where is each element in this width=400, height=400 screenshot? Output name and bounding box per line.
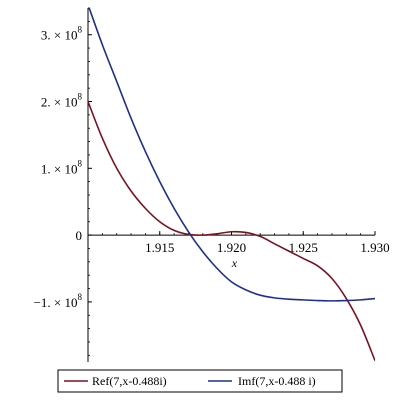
series-line-0: [88, 101, 375, 361]
y-tick-label: −1. × 108: [34, 292, 83, 310]
series-group: [88, 8, 375, 361]
y-tick-label: 3. × 108: [41, 25, 83, 43]
y-tick-exponent: 8: [78, 25, 83, 35]
y-tick-mantissa: 2. × 10: [41, 95, 78, 110]
x-ticks: 1.915 1.920 1.925 1.930: [101, 231, 390, 255]
legend-label: Imf(7,x-0.488 i): [238, 374, 316, 388]
y-tick-label: 0: [76, 228, 83, 243]
x-tick-label: 1.930: [360, 240, 389, 255]
y-tick-label: 2. × 108: [41, 92, 83, 110]
series-line-1: [88, 8, 375, 302]
y-tick-mantissa: 0: [76, 228, 83, 243]
y-tick-label: 1. × 108: [41, 158, 83, 176]
x-axis-label: x: [231, 256, 238, 270]
y-tick-exponent: 8: [78, 292, 83, 302]
y-tick-exponent: 8: [78, 92, 83, 102]
y-tick-mantissa: −1. × 10: [34, 295, 78, 310]
legend-label: Ref(7,x-0.488i): [92, 374, 167, 388]
legend: Ref(7,x-0.488i) Imf(7,x-0.488 i): [57, 369, 343, 393]
x-tick-label: 1.920: [217, 240, 246, 255]
y-tick-exponent: 8: [78, 158, 83, 168]
legend-box: [57, 369, 343, 393]
x-tick-label: 1.915: [145, 240, 174, 255]
y-tick-mantissa: 3. × 10: [41, 28, 78, 43]
x-tick-label: 1.925: [289, 240, 318, 255]
y-tick-mantissa: 1. × 10: [41, 161, 78, 176]
